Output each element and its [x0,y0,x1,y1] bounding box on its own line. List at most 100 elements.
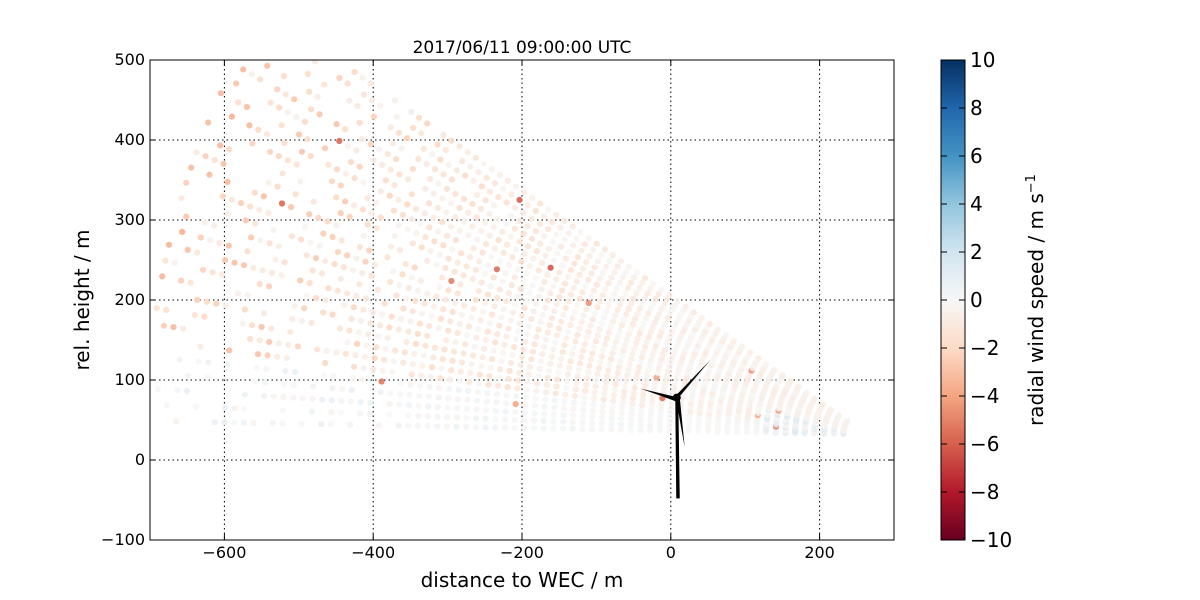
scan-point [238,200,245,207]
scan-point [446,376,454,383]
scan-point [429,151,436,158]
scan-point [470,177,477,185]
scan-point [340,264,347,271]
scan-point [536,365,543,372]
scan-point [557,243,565,250]
scan-point [520,346,527,353]
scan-point [308,319,315,326]
scan-point [542,396,549,403]
scan-point [438,365,445,372]
scan-point [563,378,571,385]
scan-point [396,247,404,254]
scan-point [257,76,264,83]
scan-point [486,373,493,380]
scan-point [307,239,314,246]
scan-point [592,338,599,345]
scan-point [469,200,476,207]
scan-point [641,295,649,302]
scan-point [401,349,408,356]
scan-point [609,409,616,416]
scan-point [426,175,434,183]
y-tick-label: 400 [114,130,145,149]
scan-point [342,170,349,177]
scan-point [582,283,589,290]
scan-point [184,372,191,379]
scan-point [274,86,281,93]
scan-point [553,212,560,219]
scan-point [637,359,644,366]
scan-point [502,408,509,415]
scan-point [499,228,506,235]
scan-point [516,320,524,327]
scan-point [447,200,454,207]
scan-point [640,320,648,327]
scan-point [178,277,185,284]
colorbar-tick-label: 2 [970,240,983,264]
scan-point [445,327,452,334]
scan-point [502,270,509,277]
scan-point [560,418,567,425]
scan-point [418,244,425,251]
scan-point [217,142,224,149]
scan-point [504,241,511,248]
scan-point [583,259,590,266]
scan-point [586,362,593,369]
scan-point [569,425,576,432]
scan-point [598,420,605,427]
scan-point [252,378,259,385]
scan-point [373,225,380,232]
scan-point [364,195,371,202]
scan-point [448,176,455,183]
scan-point [407,381,414,388]
scan-point [648,407,655,415]
scan-point [183,179,190,186]
scan-point [465,209,472,216]
scan-point [266,283,273,290]
scan-point [424,257,431,264]
scan-point [297,178,304,185]
scan-point [400,305,407,312]
scan-point [605,302,612,309]
scan-point [467,370,474,377]
scan-point [514,266,522,273]
scan-point [562,304,569,312]
scan-point [465,323,473,330]
scan-point [661,301,668,308]
scan-point [501,424,508,431]
scan-point [600,396,607,403]
scan-point [287,328,294,336]
scan-point [576,295,583,302]
scan-point [384,335,391,342]
scan-point [648,403,655,410]
scan-point [430,214,437,221]
scan-point [416,320,423,327]
scan-point [540,425,547,432]
scan-point [598,320,605,327]
scan-point [367,399,374,406]
scan-point [468,314,475,321]
scan-point [628,411,635,418]
scan-point [483,398,490,405]
scan-point [556,362,564,369]
scan-point [472,267,479,274]
scan-point [643,376,650,383]
scan-point [466,378,473,386]
scan-point [216,239,223,247]
scan-point [387,243,394,250]
scan-point [559,348,566,356]
scan-point [507,233,515,240]
scan-point [611,386,618,393]
scan-point [270,226,277,234]
scan-point [392,347,399,354]
scan-point [282,367,289,375]
scan-point [605,367,612,374]
scan-point [325,285,332,292]
scan-point [628,356,635,363]
scan-point [512,336,520,343]
scan-point [367,80,374,87]
colorbar-label: radial wind speed / m s−1 [1024,174,1048,426]
scan-point [387,278,394,286]
scan-point [339,386,346,393]
scan-point [504,177,512,184]
